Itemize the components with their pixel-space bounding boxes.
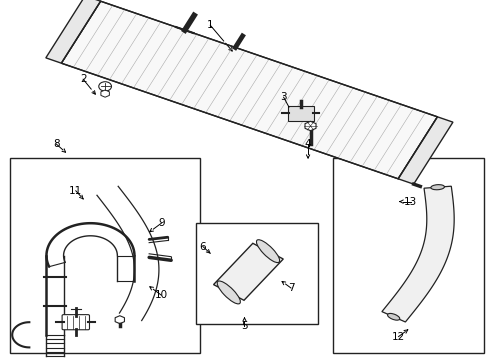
Circle shape xyxy=(99,82,111,91)
Text: 13: 13 xyxy=(403,197,417,207)
Polygon shape xyxy=(61,1,437,179)
Ellipse shape xyxy=(217,281,240,304)
Polygon shape xyxy=(46,0,101,63)
Bar xyxy=(332,158,483,353)
Ellipse shape xyxy=(256,240,279,262)
Text: 3: 3 xyxy=(280,92,286,102)
FancyBboxPatch shape xyxy=(62,315,89,330)
Polygon shape xyxy=(213,243,283,300)
Polygon shape xyxy=(381,186,453,322)
Text: 4: 4 xyxy=(304,139,311,149)
Bar xyxy=(10,158,200,353)
Ellipse shape xyxy=(386,314,399,320)
FancyBboxPatch shape xyxy=(287,106,313,121)
Text: 10: 10 xyxy=(155,290,167,300)
Text: 9: 9 xyxy=(158,218,164,228)
Text: 8: 8 xyxy=(53,139,60,149)
Text: 1: 1 xyxy=(206,20,213,30)
Text: 5: 5 xyxy=(241,321,247,331)
Text: 11: 11 xyxy=(69,186,82,196)
Ellipse shape xyxy=(430,185,444,190)
Text: 6: 6 xyxy=(199,242,206,252)
Polygon shape xyxy=(397,117,452,184)
Text: 2: 2 xyxy=(80,74,86,84)
Text: 12: 12 xyxy=(391,332,405,342)
Bar xyxy=(195,223,317,324)
Text: 7: 7 xyxy=(287,283,294,293)
